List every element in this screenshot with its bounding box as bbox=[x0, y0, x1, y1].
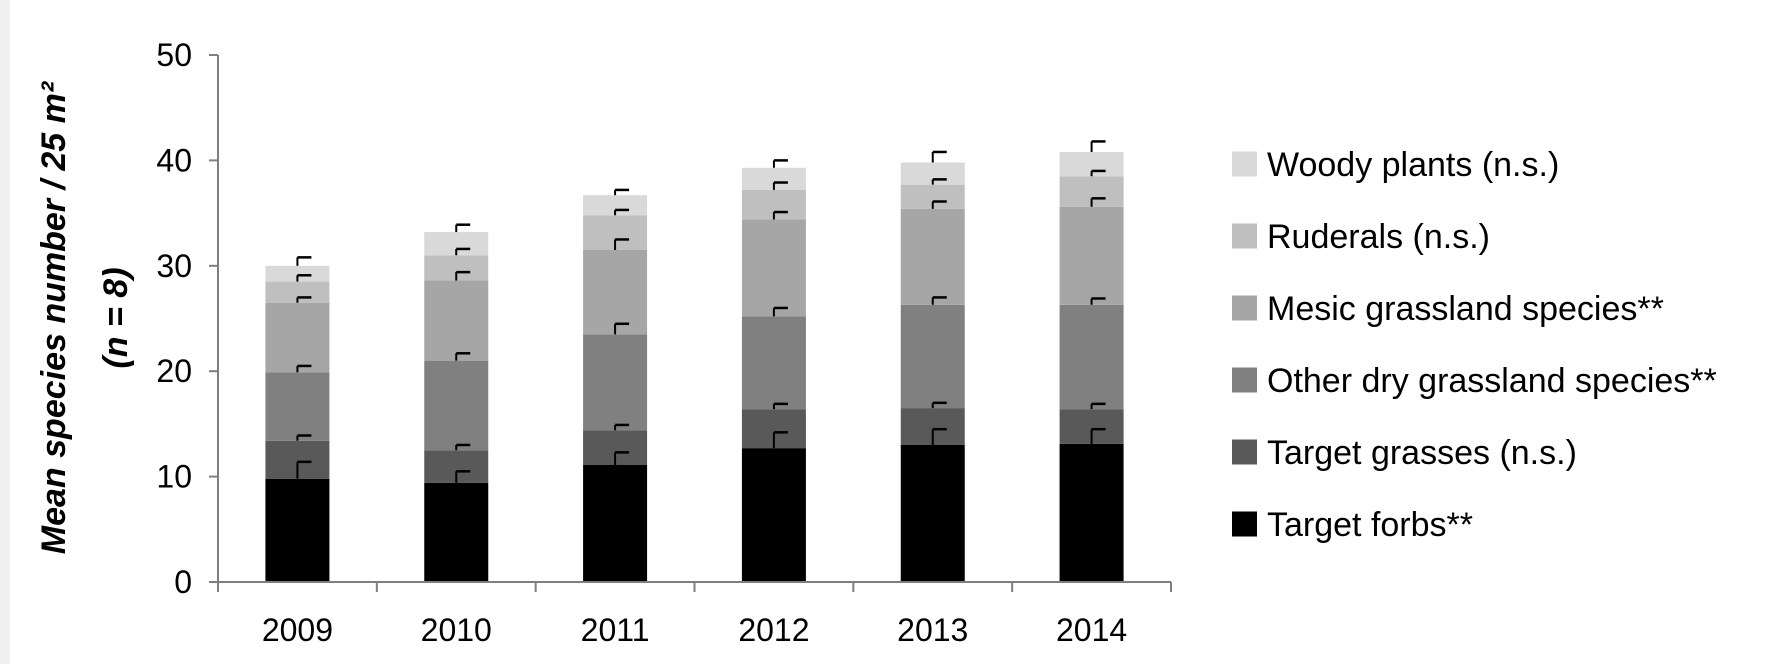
y-tick-label-10: 10 bbox=[156, 459, 192, 495]
legend-swatch-5 bbox=[1232, 511, 1257, 537]
legend: Woody plants (n.s.) Ruderals (n.s.) Mesic … bbox=[1232, 146, 1717, 544]
legend-label-3: Other dry grassland species** bbox=[1267, 362, 1717, 400]
legend-swatch-0 bbox=[1232, 151, 1257, 177]
x-tick-label-2011: 2011 bbox=[581, 612, 650, 648]
y-tick-label-40: 40 bbox=[156, 142, 192, 178]
bar-segment-2014-s2 bbox=[1059, 304, 1124, 410]
bar-segment-2012-s5 bbox=[741, 167, 806, 190]
y-tick-label-30: 30 bbox=[156, 248, 192, 284]
legend-label-1: Ruderals (n.s.) bbox=[1267, 218, 1490, 256]
bar-segment-2014-s3 bbox=[1059, 206, 1124, 305]
bar-segment-2013-s3 bbox=[900, 208, 965, 305]
bar-segment-2011-s2 bbox=[583, 334, 648, 431]
bar-segment-2009-s3 bbox=[265, 302, 330, 373]
bar-segment-2013-s5 bbox=[900, 162, 965, 185]
error-bars-group bbox=[296, 140, 1106, 483]
bar-segment-2012-s2 bbox=[741, 316, 806, 410]
bar-segment-2011-s5 bbox=[583, 195, 648, 216]
legend-label-4: Target grasses (n.s.) bbox=[1267, 434, 1577, 472]
bar-segment-2010-s2 bbox=[424, 360, 489, 451]
y-axis-title: Mean species number / 25 m² (n = 8) bbox=[35, 80, 135, 554]
legend-swatch-4 bbox=[1232, 439, 1257, 465]
bar-segment-2013-s0 bbox=[900, 444, 965, 582]
x-tick-label-2010: 2010 bbox=[421, 612, 492, 648]
y-tick-label-0: 0 bbox=[174, 564, 192, 600]
bar-segment-2012-s3 bbox=[741, 219, 806, 317]
y-axis-title-line1: Mean species number / 25 m² bbox=[35, 80, 73, 554]
y-tick-label-50: 50 bbox=[156, 37, 192, 73]
legend-label-0: Woody plants (n.s.) bbox=[1267, 146, 1559, 184]
bar-segment-2009-s0 bbox=[265, 478, 330, 582]
legend-swatch-1 bbox=[1232, 223, 1257, 249]
axes-group: 0 10 20 30 40 50 2009 2010 2011 2012 2013 2014 bbox=[156, 37, 1172, 648]
legend-swatch-2 bbox=[1232, 295, 1257, 321]
y-tick-label-20: 20 bbox=[156, 353, 192, 389]
legend-swatch-3 bbox=[1232, 367, 1257, 393]
x-tick-label-2012: 2012 bbox=[738, 612, 809, 648]
bar-segment-2011-s0 bbox=[583, 465, 648, 582]
legend-label-5: Target forbs** bbox=[1267, 506, 1473, 544]
legend-label-2: Mesic grassland species** bbox=[1267, 290, 1664, 328]
bar-segment-2011-s3 bbox=[583, 249, 648, 335]
bar-segment-2013-s2 bbox=[900, 304, 965, 409]
x-tick-label-2014: 2014 bbox=[1056, 612, 1127, 648]
bar-segment-2009-s4 bbox=[265, 281, 330, 303]
bar-segment-2010-s5 bbox=[424, 232, 489, 256]
y-axis-title-line2: (n = 8) bbox=[97, 267, 135, 368]
bar-segment-2009-s5 bbox=[265, 265, 330, 282]
x-tick-label-2009: 2009 bbox=[262, 612, 333, 648]
bar-segment-2010-s3 bbox=[424, 280, 489, 361]
bar-segment-2009-s2 bbox=[265, 372, 330, 441]
bar-segment-2010-s0 bbox=[424, 482, 489, 582]
bar-segment-2014-s0 bbox=[1059, 443, 1124, 582]
bar-segment-2012-s0 bbox=[741, 448, 806, 582]
bars-group bbox=[265, 151, 1124, 582]
x-tick-label-2013: 2013 bbox=[897, 612, 968, 648]
left-border bbox=[0, 0, 10, 664]
